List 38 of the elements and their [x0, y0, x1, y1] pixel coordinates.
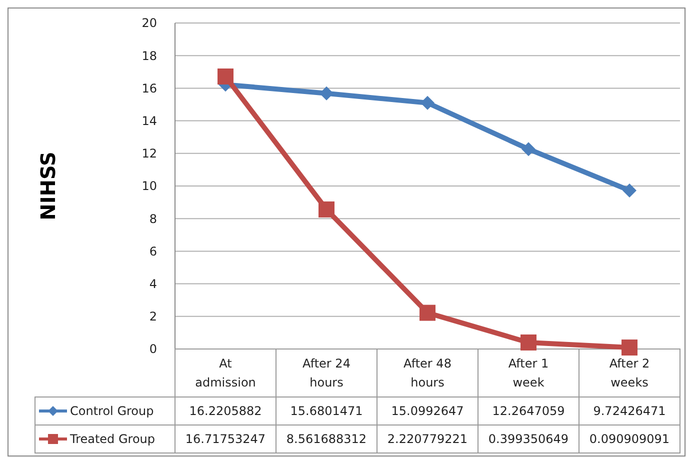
data-label: 0.090909091	[589, 432, 670, 446]
data-label: 12.2647059	[492, 404, 565, 418]
x-tick-label: After 1 week	[508, 356, 549, 390]
legend-label: Control Group	[70, 404, 154, 418]
point	[420, 304, 436, 321]
y-tick-label: 16	[142, 81, 157, 96]
point	[420, 96, 434, 110]
data-label: 8.561688312	[286, 432, 367, 446]
x-tick-label: At admission	[195, 356, 256, 390]
point	[218, 68, 234, 85]
data-label: 15.6801471	[290, 404, 363, 418]
point	[622, 340, 638, 356]
y-tick-label: 14	[142, 114, 157, 128]
data-label: 16.71753247	[185, 432, 266, 446]
point	[318, 201, 334, 218]
y-tick-label: 8	[149, 212, 157, 226]
x-tick-label: After 48 hours	[404, 356, 452, 390]
x-tick-label: After 24 hours	[302, 356, 350, 390]
y-tick-label: 12	[142, 146, 157, 161]
y-tick-label: 2	[149, 310, 157, 324]
y-tick-label: 0	[149, 342, 157, 356]
y-axis-title: NIHSS	[36, 152, 60, 220]
point	[320, 86, 334, 100]
data-label: 0.399350649	[488, 432, 569, 446]
data-label: 9.72426471	[593, 404, 666, 418]
x-tick-label: After 2 weeks	[609, 356, 650, 390]
point	[520, 334, 536, 350]
y-tick-label: 4	[149, 277, 157, 291]
y-tick-label: 20	[142, 16, 157, 30]
point	[522, 142, 536, 156]
data-label: 2.220779221	[387, 432, 468, 446]
y-tick-label: 18	[142, 48, 157, 63]
data-label: 16.2205882	[189, 404, 262, 418]
point	[622, 183, 636, 198]
y-tick-label: 6	[149, 244, 157, 258]
y-tick-label: 10	[142, 179, 157, 194]
legend-label: Treated Group	[69, 432, 156, 446]
data-label: 15.0992647	[391, 404, 464, 418]
